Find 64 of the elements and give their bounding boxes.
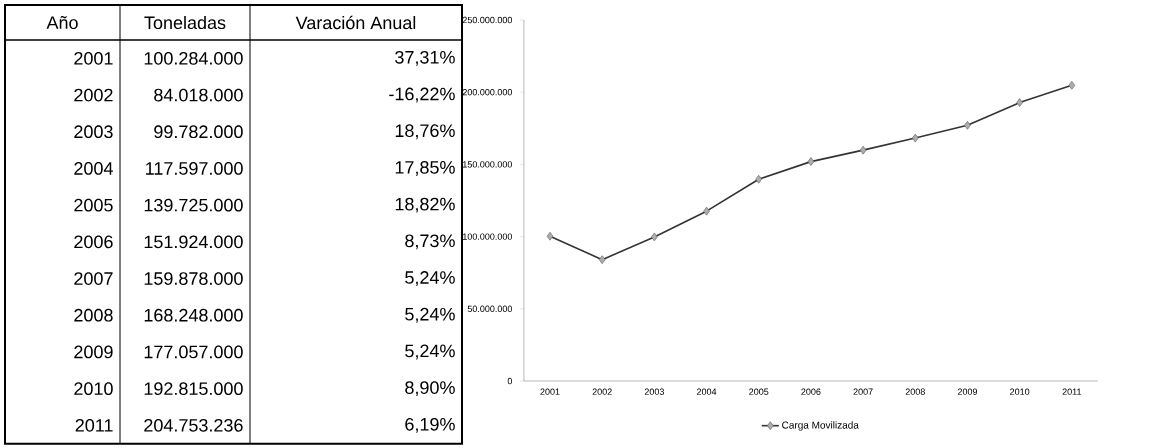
text: 2009 — [74, 345, 113, 359]
point — [1068, 81, 1076, 90]
x-tick-label: 2010 — [1010, 388, 1030, 395]
text: 2004 — [74, 162, 113, 175]
x-tick-label: 2002 — [592, 388, 612, 395]
text: Toneladas — [144, 15, 226, 30]
text: 18,76% — [395, 124, 455, 140]
x-tick-label: 2011 — [1062, 388, 1082, 395]
text: 84.018.000 — [154, 88, 243, 102]
text: 117.597.000 — [146, 162, 243, 175]
point — [807, 157, 815, 166]
x-tick-label: 2006 — [801, 388, 821, 395]
legend-label: Carga Movilizada — [782, 421, 859, 431]
text: -16,22% — [389, 87, 455, 103]
text: 192.815.000 — [144, 382, 243, 396]
text: 2007 — [74, 272, 113, 285]
text: Varación Anual — [295, 15, 416, 30]
point — [651, 232, 658, 242]
text: 8,90% — [405, 381, 455, 397]
text: 2008 — [74, 308, 113, 322]
x-tick-label: 2001 — [540, 388, 560, 395]
point — [964, 121, 971, 130]
x-tick-label: 2004 — [696, 388, 717, 395]
x-tick-label: 2009 — [957, 388, 978, 395]
text: 139.725.000 — [144, 198, 243, 212]
text: 2005 — [74, 198, 113, 212]
y-tick-label: 0 — [507, 377, 513, 385]
text: 5,24% — [405, 307, 455, 323]
x-tick-label: 2003 — [644, 388, 664, 395]
text: 2003 — [74, 125, 113, 139]
text: 177.057.000 — [144, 345, 243, 359]
y-tick-label: 50.000.000 — [467, 305, 513, 312]
text: Año — [46, 15, 78, 30]
point — [1016, 98, 1023, 107]
text: 5,24% — [405, 344, 455, 360]
x-tick-label: 2005 — [749, 388, 769, 395]
text: 2001 — [74, 51, 113, 65]
text: 5,24% — [405, 271, 455, 286]
point — [703, 206, 710, 216]
text: 2002 — [74, 88, 113, 102]
x-tick-label: 2008 — [905, 388, 925, 395]
point — [755, 174, 763, 184]
text: 17,85% — [395, 161, 455, 176]
text: 99.782.000 — [154, 125, 243, 139]
point — [598, 255, 606, 264]
point — [859, 145, 867, 155]
y-tick-label: 150.000.000 — [463, 161, 513, 168]
text: 6,19% — [405, 417, 455, 433]
text: 37,31% — [395, 50, 455, 66]
y-tick-label: 200.000.000 — [462, 89, 513, 96]
x-tick-label: 2007 — [853, 388, 873, 395]
point — [911, 133, 919, 143]
text: 204.753.236 — [144, 418, 243, 432]
text: 18,82% — [395, 197, 455, 213]
text: 100.284.000 — [144, 51, 243, 65]
text: 2006 — [74, 235, 113, 249]
y-tick-label: 100.000.000 — [463, 233, 513, 240]
text: 8,73% — [405, 234, 455, 250]
text: 151.924.000 — [144, 235, 243, 249]
point — [546, 231, 554, 241]
text: 168.248.000 — [144, 308, 243, 322]
text: 2011 — [75, 418, 113, 432]
text: 159.878.000 — [144, 272, 243, 285]
y-tick-label: 250.000.000 — [462, 16, 513, 24]
